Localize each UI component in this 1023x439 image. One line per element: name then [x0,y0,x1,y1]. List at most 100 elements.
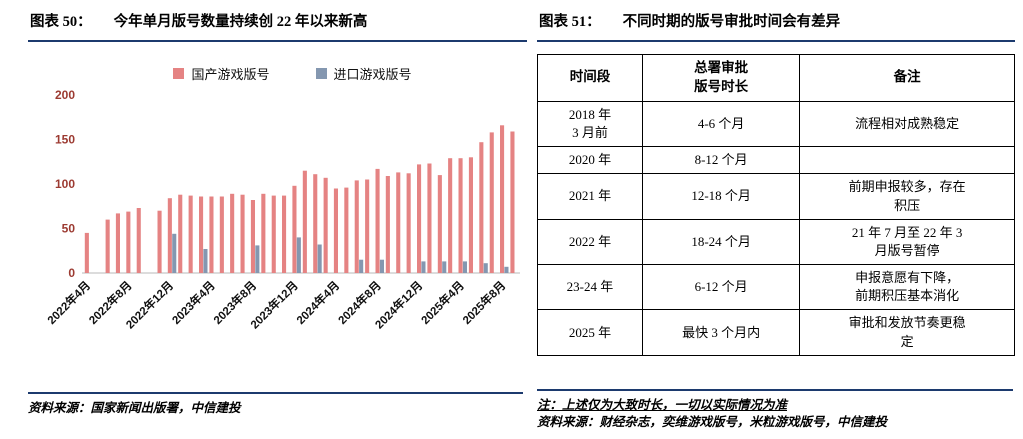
bar-domestic [271,195,276,274]
table-cell: 18-24 个月 [641,218,801,266]
table-cell: 2025 年 [537,309,643,356]
bar-imported [483,263,488,274]
x-axis-tick-label: 2023年4月 [169,278,218,327]
figure-51-footer: 注：上述仅为大致时长，一切以实际情况为准 资料来源：财经杂志，奕维游戏版号，米粒… [537,389,1013,431]
figure-50-label: 图表 50： [30,14,92,30]
bar-domestic [261,193,266,274]
bar-domestic [385,176,390,274]
figure-50-footer-rule [28,392,523,395]
bar-chart: 0501001502002022年4月2022年8月2022年12月2023年4… [44,88,520,332]
bar-domestic [292,185,297,274]
table-cell: 2018 年 3 月前 [537,100,643,148]
table-row: 2021 年 12-18 个月 前期申报较多，存在 积压 [537,173,1015,220]
table-header-cell: 总署审批 版号时长 [641,54,801,102]
bar-domestic [510,131,515,274]
table-cell: 6-12 个月 [641,264,801,311]
bar-domestic [375,168,380,274]
bar-domestic [282,195,287,274]
table-header-cell: 时间段 [537,54,643,102]
bar-domestic [136,208,141,274]
legend-item-imported: 进口游戏版号 [315,64,412,83]
bar-domestic [167,198,172,274]
bar-imported [462,261,467,274]
table-cell: 4-6 个月 [641,100,801,148]
bar-domestic [302,170,307,274]
legend-item-domestic: 国产游戏版号 [173,64,270,83]
bar-domestic [396,172,401,274]
legend-swatch-imported [315,68,327,80]
table-row: 2018 年 3 月前 4-6 个月 流程相对成熟稳定 [537,100,1015,148]
table-row: 2022 年 18-24 个月 21 年 7 月至 22 年 3 月版号暂停 [537,218,1015,266]
bar-chart-area: 0 50 100 150 200 2022年4月 2022年8月 2022年12月 2023年4… [28,87,527,360]
bar-domestic [468,157,473,274]
legend-label-domestic: 国产游戏版号 [191,67,270,83]
y-axis-tick-label: 50 [62,222,76,236]
bar-imported [421,261,426,274]
bar-domestic [406,173,411,274]
bar-domestic [126,211,131,274]
table-cell: 2022 年 [537,218,643,266]
approval-time-table: 时间段 总署审批 版号时长 备注 2018 年 3 月前 4-6 个月 流程相对成熟稳定… [537,54,1015,356]
bar-domestic [84,232,89,274]
table-row: 2020 年 8-12 个月 [537,146,1015,175]
y-axis-tick-label: 0 [68,266,75,280]
bar-domestic [500,125,505,274]
table-cell: 申报意愿有下降， 前期积压基本消化 [799,264,1015,311]
bar-domestic [458,158,463,274]
figure-51-source: 资料来源：财经杂志，奕维游戏版号，米粒游戏版号，中信建投 [537,415,888,430]
bar-imported [203,249,208,274]
bar-domestic [188,195,193,274]
bar-domestic [250,200,255,274]
bar-domestic [417,164,422,274]
figure-50-source: 资料来源：国家新闻出版署，中信建投 [28,401,241,416]
figure-51-footer-rule [537,389,1013,392]
bar-imported [317,244,322,274]
y-axis-tick-label: 150 [55,133,75,147]
bar-domestic [219,196,224,274]
figure-50-footer: 资料来源：国家新闻出版署，中信建投 [28,392,523,417]
figure-50-title: 图表 50： 今年单月版号数量持续创 22 年以来新高 [28,6,527,40]
chart-legend: 国产游戏版号 进口游戏版号 [58,64,527,83]
figure-51-label: 图表 51： [539,14,601,30]
x-axis-tick-label: 2022年4月 [44,278,93,327]
bar-domestic [230,193,235,274]
figure-50-panel: 图表 50： 今年单月版号数量持续创 22 年以来新高 国产游戏版号 进口游戏版号… [28,6,527,417]
y-axis-tick-label: 200 [55,88,75,102]
figure-50-title-rule [28,40,527,43]
table-header-row: 时间段 总署审批 版号时长 备注 [537,54,1015,102]
table-cell [799,146,1015,175]
bar-domestic [354,180,359,274]
y-axis-tick-label: 100 [55,177,75,191]
figure-50-title-text: 今年单月版号数量持续创 22 年以来新高 [113,14,368,30]
bar-imported [379,259,384,274]
bar-domestic [479,142,484,274]
bar-domestic [323,177,328,274]
bar-domestic [344,187,349,274]
figure-51-title-text: 不同时期的版号审批时间会有差异 [622,14,841,30]
figure-51-panel: 图表 51： 不同时期的版号审批时间会有差异 时间段 总署审批 版号时长 备注 201… [531,0,1023,439]
table-cell: 2020 年 [537,146,643,175]
bar-domestic [448,158,453,274]
table-cell: 审批和发放节奏更稳 定 [799,309,1015,356]
bar-domestic [178,194,183,274]
table-cell: 流程相对成熟稳定 [799,100,1015,148]
bar-domestic [313,174,318,274]
bar-imported [255,245,260,274]
figure-51-title: 图表 51： 不同时期的版号审批时间会有差异 [537,6,1015,40]
table-row: 23-24 年 6-12 个月 申报意愿有下降， 前期积压基本消化 [537,264,1015,311]
table-row: 2025 年最快 3 个月内 审批和发放节奏更稳 定 [537,309,1015,356]
bar-domestic [157,210,162,274]
figure-51-title-rule [537,40,1015,43]
table-cell: 前期申报较多，存在 积压 [799,173,1015,220]
bar-imported [296,237,301,274]
bar-domestic [199,196,204,274]
bar-imported [504,266,509,274]
table-cell: 8-12 个月 [641,146,801,175]
bar-domestic [365,179,370,274]
bar-domestic [115,213,120,274]
table-cell: 2021 年 [537,173,643,220]
bar-domestic [105,219,110,274]
bar-domestic [489,132,494,274]
bar-domestic [437,175,442,274]
